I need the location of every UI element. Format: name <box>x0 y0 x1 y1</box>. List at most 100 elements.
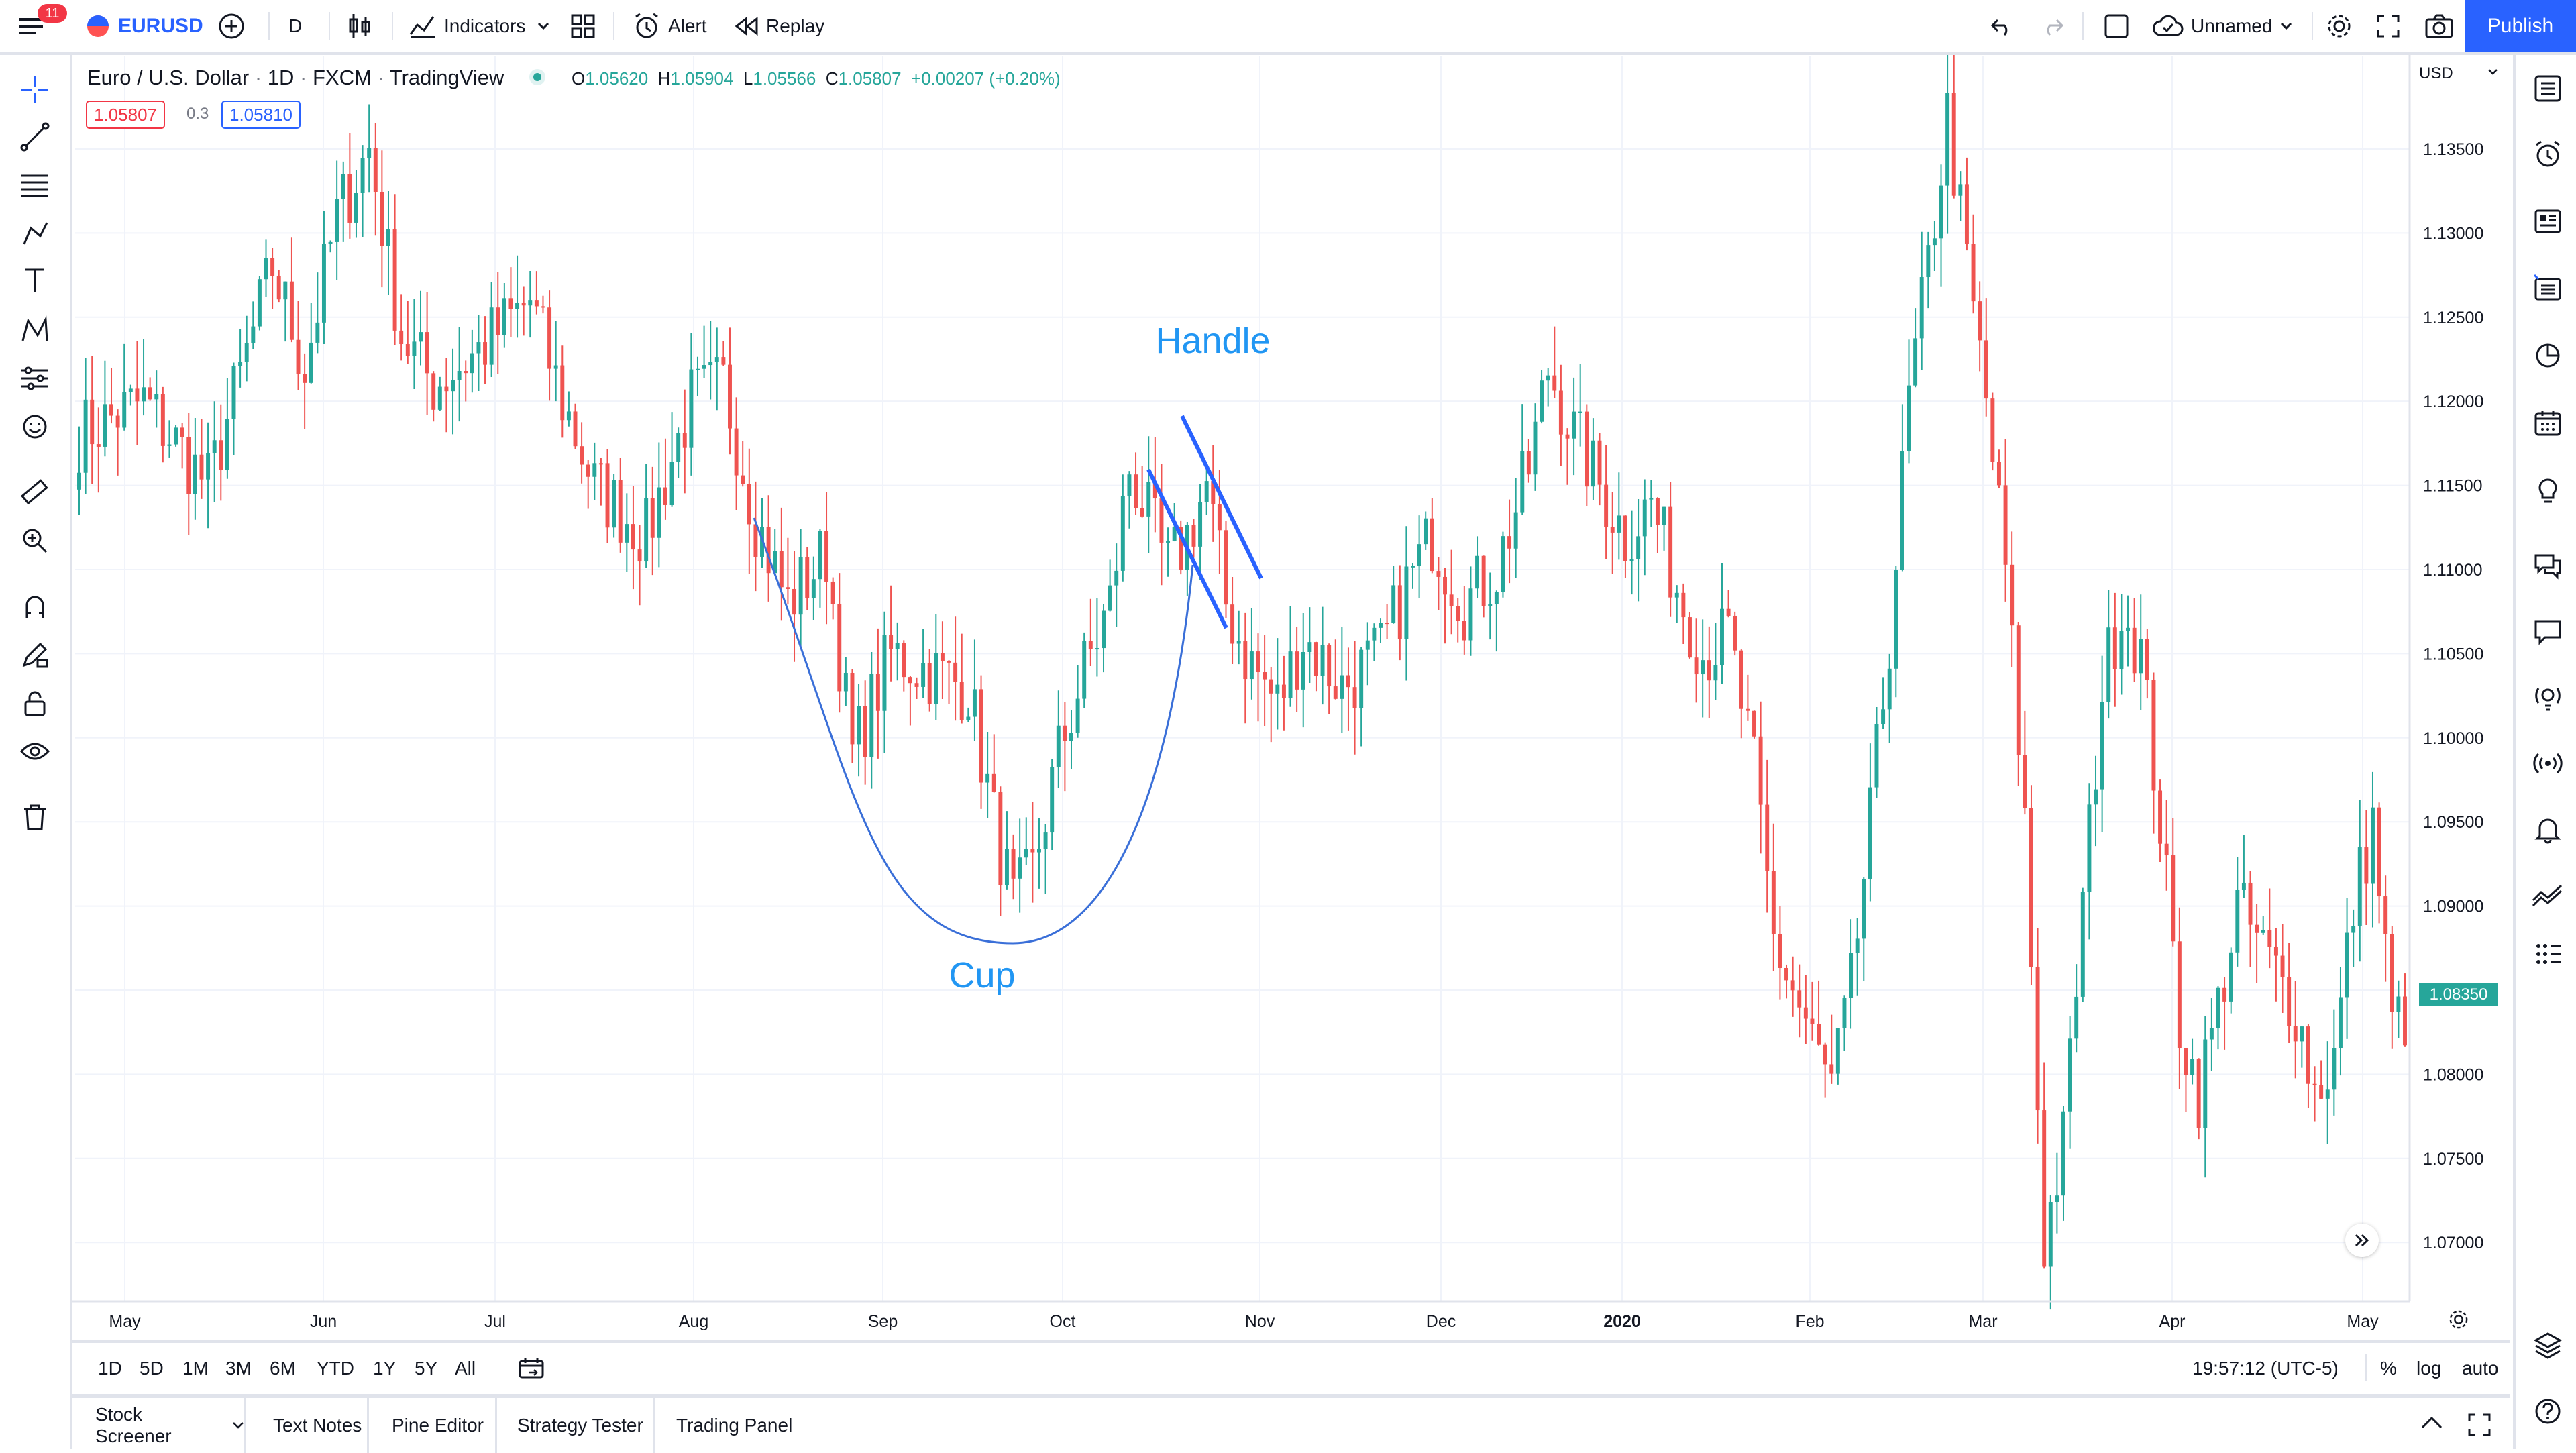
lock-drawings-tool[interactable] <box>17 686 52 720</box>
crosshair-tool[interactable] <box>17 72 52 107</box>
broadcast-button[interactable] <box>2530 746 2565 781</box>
magnet-tool[interactable] <box>17 589 52 624</box>
clock-timezone[interactable]: 19:57:12 (UTC-5) <box>2192 1358 2339 1379</box>
indicators-dropdown[interactable] <box>537 0 550 52</box>
price-tick-label: 1.10500 <box>2423 645 2483 663</box>
layout-toggle-button[interactable] <box>2104 0 2129 52</box>
candle-body <box>1088 641 1093 649</box>
timeframe-1d[interactable]: 1D <box>98 1358 122 1379</box>
zoom-tool[interactable] <box>17 523 52 558</box>
timeframe-ytd[interactable]: YTD <box>317 1358 354 1379</box>
stay-drawing-tool[interactable] <box>17 637 52 672</box>
candle-body <box>2364 847 2369 884</box>
tab-text-notes[interactable]: Text Notes <box>246 1398 369 1453</box>
auto-scale-toggle[interactable]: auto <box>2462 1358 2499 1379</box>
hide-drawings-tool[interactable] <box>17 734 52 769</box>
templates-button[interactable] <box>570 0 596 52</box>
data-window-button[interactable] <box>2530 271 2565 306</box>
tab-stock-screener[interactable]: Stock Screener <box>72 1398 246 1453</box>
undo-button[interactable] <box>1990 0 2014 52</box>
buy-button[interactable]: 1.05810 <box>221 101 301 129</box>
layout-dropdown[interactable] <box>2279 0 2293 52</box>
depth-button[interactable] <box>2530 938 2565 973</box>
log-scale-toggle[interactable]: log <box>2416 1358 2442 1379</box>
trading-button[interactable] <box>2530 877 2565 912</box>
compare-symbol-button[interactable] <box>217 0 246 52</box>
scroll-to-realtime-button[interactable] <box>2345 1224 2379 1257</box>
save-layout-button[interactable]: Unnamed <box>2152 0 2272 52</box>
market-status-icon[interactable] <box>527 67 547 87</box>
ideas-button[interactable] <box>2530 472 2565 507</box>
candle-body <box>309 342 313 383</box>
maximize-panel-icon[interactable] <box>2467 1413 2491 1437</box>
pattern-tool[interactable] <box>17 216 52 251</box>
tab-trading-panel[interactable]: Trading Panel <box>655 1398 805 1453</box>
trend-line-tool[interactable] <box>17 119 52 154</box>
notifications-button[interactable] <box>2530 812 2565 847</box>
candle-body <box>1790 980 1795 991</box>
alerts-panel-button[interactable] <box>2530 137 2565 172</box>
chart-type-button[interactable] <box>347 0 372 52</box>
alert-button[interactable]: Alert <box>633 0 707 52</box>
sell-button[interactable]: 1.05807 <box>86 101 165 129</box>
candle-body <box>251 326 256 343</box>
hotlists-button[interactable] <box>2530 338 2565 373</box>
chart-area[interactable]: 1.13500 1.13000 1.12500 1.12000 1.11500 1.110… <box>72 55 2510 1340</box>
timeframe-3m[interactable]: 3M <box>225 1358 252 1379</box>
redo-button[interactable] <box>2041 0 2065 52</box>
interval-button[interactable]: D <box>288 0 302 52</box>
tab-strategy-tester[interactable]: Strategy Tester <box>497 1398 655 1453</box>
chats-button[interactable] <box>2530 549 2565 584</box>
timeframe-5y[interactable]: 5Y <box>415 1358 438 1379</box>
legend-title[interactable]: Euro / U.S. Dollar <box>87 66 250 89</box>
pattern-xabcd-tool[interactable] <box>17 313 52 347</box>
snapshot-button[interactable] <box>2424 0 2454 52</box>
timeframe-all[interactable]: All <box>455 1358 476 1379</box>
help-icon <box>2535 1399 2561 1424</box>
symbol-search-button[interactable]: EURUSD <box>85 0 203 52</box>
handle-annotation[interactable]: Handle <box>1155 321 1270 361</box>
private-chats-button[interactable] <box>2530 614 2565 649</box>
timeframe-6m[interactable]: 6M <box>270 1358 296 1379</box>
candle-body <box>869 674 874 757</box>
streams-button[interactable] <box>2530 680 2565 715</box>
candle-body <box>2061 1111 2065 1196</box>
fullscreen-button[interactable] <box>2376 0 2400 52</box>
candle-body <box>174 427 178 445</box>
object-tree-button[interactable] <box>2530 1328 2565 1363</box>
candle-body <box>1797 990 1802 1008</box>
publish-button[interactable]: Publish <box>2465 0 2576 52</box>
candle-body <box>1945 93 1950 186</box>
candle-body <box>985 773 990 783</box>
percent-scale-toggle[interactable]: % <box>2380 1358 2397 1379</box>
tab-pine-editor[interactable]: Pine Editor <box>369 1398 497 1453</box>
news-button[interactable] <box>2530 204 2565 239</box>
timeframe-5d[interactable]: 5D <box>140 1358 164 1379</box>
candle-body <box>1701 660 1705 675</box>
menu-button[interactable] <box>19 0 46 52</box>
timeframe-1m[interactable]: 1M <box>182 1358 209 1379</box>
calendar-button[interactable] <box>2530 405 2565 440</box>
icons-tool[interactable] <box>17 409 52 444</box>
timeframe-1y[interactable]: 1Y <box>373 1358 396 1379</box>
text-tool[interactable] <box>17 263 52 298</box>
remove-drawings-tool[interactable] <box>17 800 52 835</box>
price-chart[interactable]: 1.13500 1.13000 1.12500 1.12000 1.11500 1.110… <box>72 55 2510 1340</box>
cup-annotation[interactable]: Cup <box>949 955 1015 995</box>
gear-icon[interactable] <box>2447 1308 2470 1331</box>
candle-body <box>257 279 262 327</box>
indicators-button[interactable]: Indicators <box>409 0 525 52</box>
help-button[interactable] <box>2530 1394 2565 1429</box>
chevron-up-icon[interactable] <box>2420 1415 2443 1430</box>
measure-tool[interactable] <box>17 475 52 510</box>
chevron-down-icon[interactable] <box>2487 68 2498 76</box>
candle-body <box>1855 938 1860 953</box>
fib-tool[interactable] <box>17 168 52 203</box>
candle-body <box>2293 1026 2298 1042</box>
settings-button[interactable] <box>2325 0 2353 52</box>
replay-button[interactable]: Replay <box>734 0 824 52</box>
watchlist-button[interactable] <box>2530 71 2565 106</box>
prediction-tool[interactable] <box>17 361 52 396</box>
currency-selector[interactable]: USD <box>2419 64 2453 83</box>
goto-date-icon[interactable] <box>518 1356 545 1379</box>
